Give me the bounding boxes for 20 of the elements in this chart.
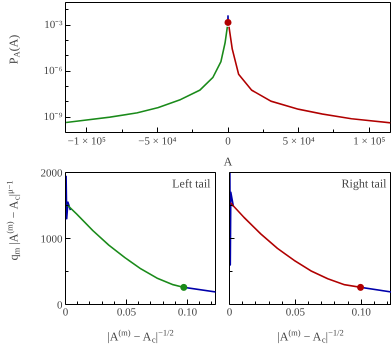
x-tick-label: 0.10 (352, 306, 372, 318)
y-tick-label: 10⁻³ (44, 19, 64, 32)
annotation: Left tail (172, 176, 212, 190)
x-tick-label: 5 × 10⁴ (282, 136, 315, 148)
y-tick-label: 10⁻⁶ (44, 65, 63, 78)
y-axis-title: PA(A) (6, 34, 22, 64)
y-tick-label: 10⁻⁹ (44, 111, 63, 124)
y-tick-label: 1000 (40, 234, 63, 246)
y-tick-label: 2000 (40, 168, 63, 180)
x-tick-label: 0.10 (178, 306, 198, 318)
x-tick-label: 0 (226, 306, 233, 318)
x-tick-label: 0.05 (286, 306, 306, 318)
x-tick-label: −1 × 10⁵ (68, 136, 106, 148)
x-tick-label: −5 × 10⁴ (138, 136, 177, 148)
x-tick-label: 0.05 (116, 306, 137, 318)
x-tick-label: 0 (225, 136, 232, 148)
x-tick-label: 1 × 10⁵ (353, 136, 386, 148)
y-axis-title: qm |A(m) − Ac|μ−1 (4, 180, 22, 260)
annotation: Right tail (342, 176, 388, 190)
x-axis-title: A (224, 154, 233, 168)
